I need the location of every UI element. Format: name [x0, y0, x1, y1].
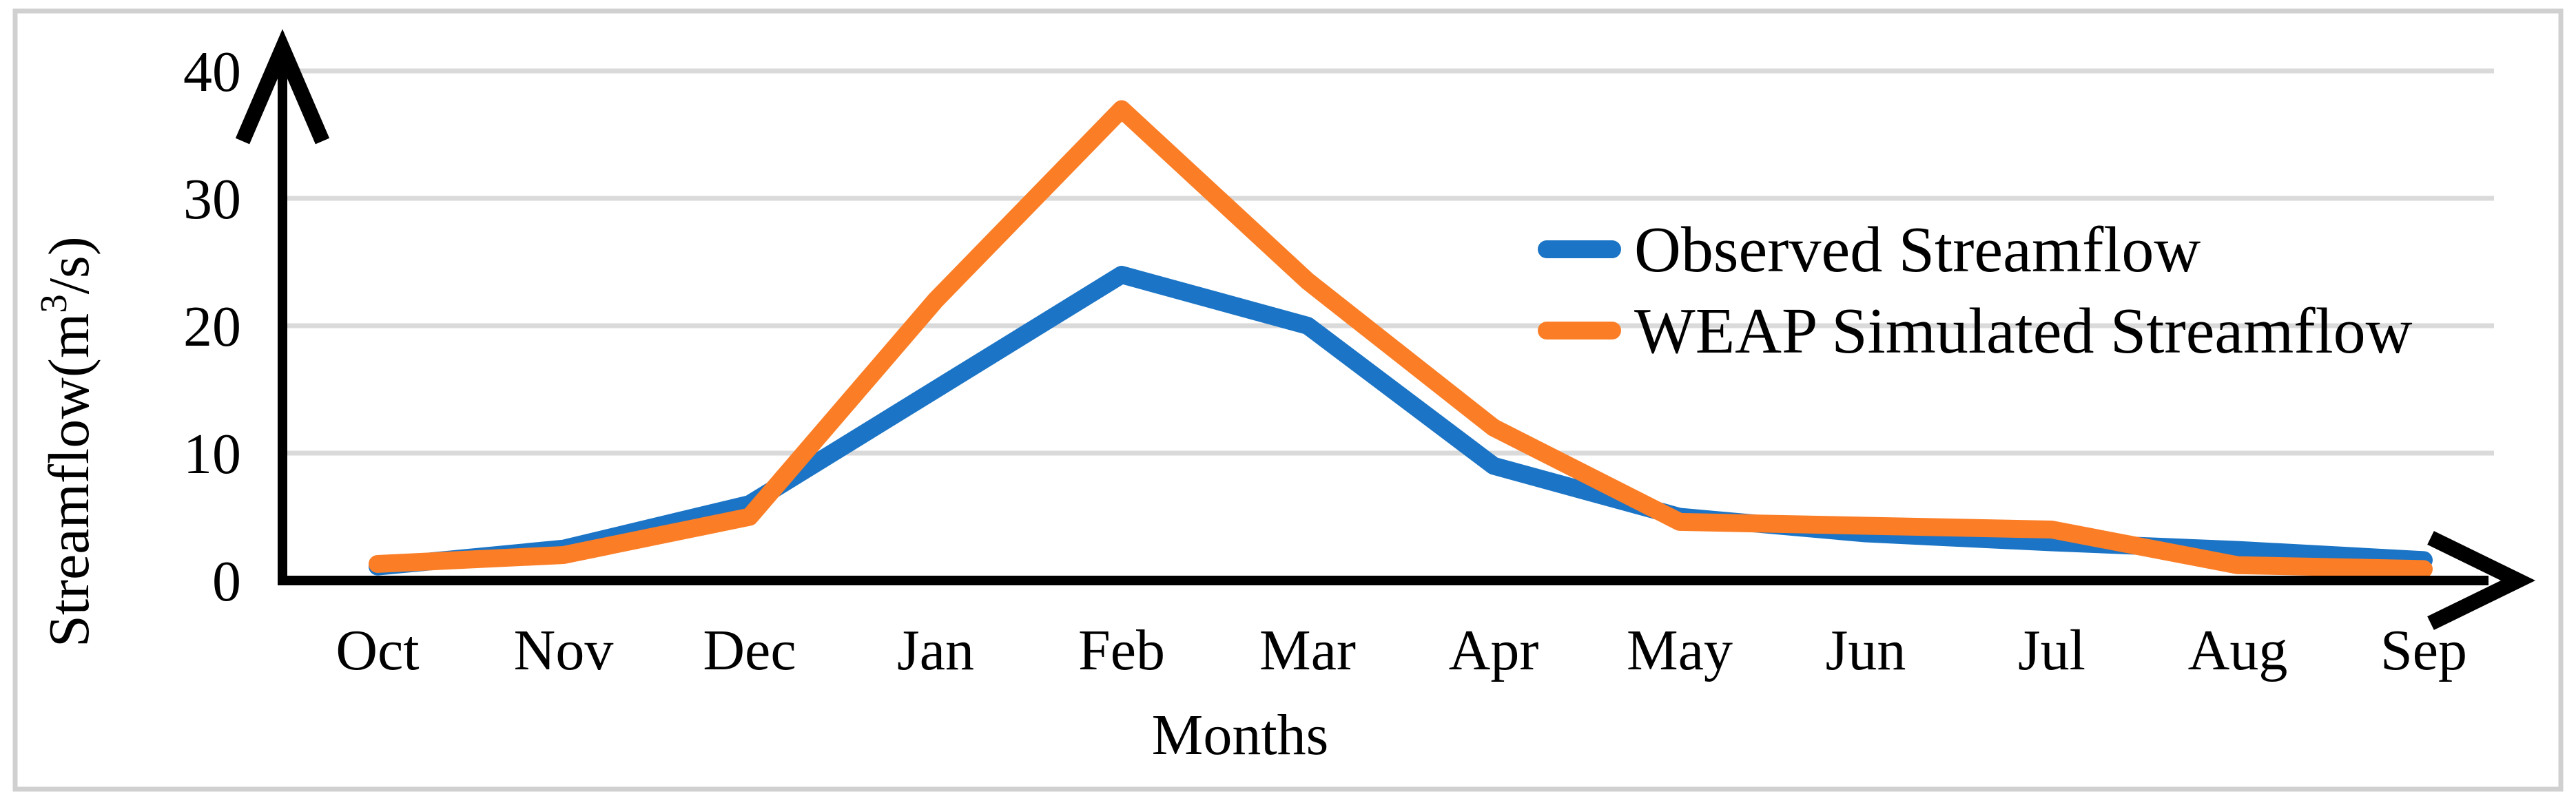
x-tick-label-feb: Feb: [1078, 618, 1165, 682]
legend-label-observed-streamflow: Observed Streamflow: [1634, 214, 2201, 286]
x-tick-label-dec: Dec: [703, 618, 796, 682]
y-tick-label-30: 30: [183, 167, 241, 231]
y-tick-label-40: 40: [183, 40, 241, 104]
y-tick-labels: 0 10 20 30 40: [183, 40, 241, 614]
y-axis-title: Streamflow(m3/s): [32, 236, 101, 647]
y-tick-label-20: 20: [183, 295, 241, 359]
legend: Observed Streamflow WEAP Simulated Stream…: [1538, 214, 2413, 367]
x-tick-label-oct: Oct: [336, 618, 419, 682]
y-axis-title-pre: Streamflow(m: [37, 313, 101, 647]
x-axis-title: Months: [1152, 703, 1329, 767]
x-tick-label-may: May: [1627, 618, 1733, 682]
legend-item-observed-streamflow: Observed Streamflow: [1538, 214, 2201, 286]
axes: [235, 29, 2536, 630]
x-tick-label-apr: Apr: [1449, 618, 1539, 682]
chart-border: [12, 8, 2564, 792]
x-tick-label-sep: Sep: [2380, 618, 2467, 682]
series-group: [369, 100, 2433, 578]
weap-simulated-streamflow-line: [369, 100, 2433, 578]
x-tick-label-mar: Mar: [1259, 618, 1356, 682]
x-tick-label-nov: Nov: [514, 618, 614, 682]
gridlines: [284, 68, 2494, 456]
x-tick-label-jun: Jun: [1826, 618, 1906, 682]
y-axis-arrowhead: [235, 29, 330, 145]
y-tick-label-0: 0: [212, 550, 241, 614]
x-axis-arrowhead: [2427, 531, 2536, 630]
y-tick-label-10: 10: [183, 422, 241, 486]
x-tick-label-aug: Aug: [2188, 618, 2288, 682]
legend-label-weap-simulated-streamflow: WEAP Simulated Streamflow: [1634, 295, 2413, 367]
y-axis-title-post: /s): [37, 236, 101, 294]
x-tick-label-jul: Jul: [2018, 618, 2085, 682]
y-axis-title-sup: 3: [32, 294, 74, 313]
x-tick-labels: Oct Nov Dec Jan Feb Mar Apr May Jun Jul Aug Sep: [336, 618, 2467, 682]
x-tick-label-jan: Jan: [897, 618, 974, 682]
legend-item-weap-simulated-streamflow: WEAP Simulated Streamflow: [1538, 295, 2413, 367]
